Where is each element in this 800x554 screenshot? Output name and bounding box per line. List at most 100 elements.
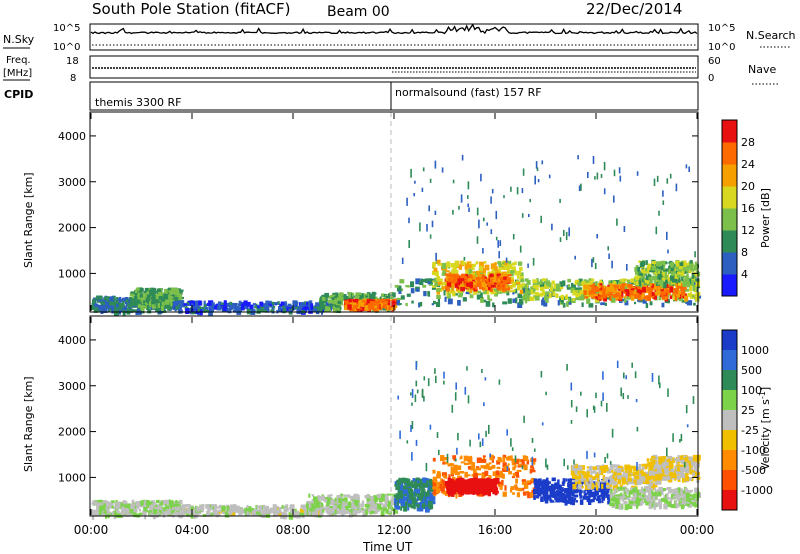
nsky-tick-bottom: 10^0 [53, 42, 80, 53]
heatmap-cell [546, 486, 552, 492]
heatmap-cell [431, 287, 436, 290]
heatmap-cell [154, 290, 157, 293]
heatmap-cell [202, 309, 207, 313]
heatmap-cell [594, 283, 598, 287]
heatmap-cell [594, 490, 598, 493]
heatmap-cell [539, 286, 545, 292]
heatmap-cell [635, 281, 640, 285]
heatmap-cell [176, 289, 180, 296]
heatmap-cell [640, 261, 646, 266]
heatmap-cell [522, 168, 525, 176]
heatmap-cell [633, 277, 637, 282]
heatmap-cell [161, 305, 165, 311]
heatmap-cell [684, 295, 689, 302]
nsky-tick-top: 10^5 [53, 23, 80, 34]
heatmap-cell [377, 299, 380, 303]
heatmap-cell [144, 297, 149, 302]
heatmap-cell [679, 262, 684, 267]
heatmap-cell [665, 284, 670, 287]
heatmap-cell [535, 291, 539, 296]
heatmap-cell [445, 270, 450, 273]
heatmap-cell [229, 505, 234, 512]
heatmap-cell [289, 505, 294, 508]
heatmap-cell [682, 296, 686, 299]
heatmap-cell [214, 504, 217, 511]
heatmap-cell [533, 289, 536, 293]
heatmap-cell [476, 290, 482, 294]
heatmap-cell [467, 280, 472, 283]
heatmap-cell [454, 269, 459, 274]
heatmap-cell [99, 305, 104, 311]
heatmap-cell [375, 302, 379, 305]
heatmap-cell [392, 496, 396, 500]
heatmap-cell [533, 492, 537, 495]
heatmap-cell [109, 308, 113, 311]
heatmap-cell [533, 495, 536, 500]
heatmap-cell [600, 285, 604, 292]
heatmap-cell [359, 507, 362, 513]
y-tick-label: 4000 [58, 130, 86, 143]
heatmap-cell [651, 266, 656, 271]
heatmap-cell [556, 490, 561, 494]
heatmap-cell [653, 178, 656, 186]
heatmap-cell [432, 457, 436, 462]
heatmap-cell [137, 297, 141, 300]
heatmap-cell [154, 512, 159, 518]
heatmap-cell [529, 492, 534, 498]
heatmap-cell [608, 497, 612, 502]
heatmap-cell [460, 461, 465, 464]
heatmap-cell [523, 483, 529, 489]
heatmap-cell [407, 499, 412, 504]
heatmap-cell [392, 493, 395, 499]
heatmap-cell [170, 510, 175, 516]
heatmap-cell [467, 466, 471, 470]
heatmap-cell [516, 492, 520, 498]
heatmap-cell [612, 294, 615, 298]
heatmap-cell [484, 264, 490, 271]
heatmap-cell [175, 510, 180, 516]
heatmap-cell [560, 286, 564, 290]
heatmap-cell [677, 269, 682, 273]
heatmap-cell [155, 305, 160, 312]
heatmap-cell [320, 307, 323, 313]
heatmap-cell [113, 301, 119, 304]
heatmap-cell [95, 306, 98, 313]
heatmap-cell [167, 499, 171, 505]
heatmap-cell [366, 504, 371, 509]
heatmap-cell [673, 292, 679, 296]
heatmap-cell [547, 495, 552, 500]
heatmap-cell [580, 289, 584, 295]
heatmap-cell [338, 306, 342, 310]
heatmap-cell [601, 497, 605, 501]
heatmap-cell [185, 308, 190, 314]
heatmap-cell [681, 282, 684, 289]
heatmap-cell [271, 304, 274, 309]
heatmap-cell [579, 495, 583, 499]
heatmap-cell [503, 289, 508, 294]
heatmap-cell [526, 480, 531, 483]
heatmap-cell [261, 512, 266, 518]
heatmap-cell [587, 483, 591, 487]
heatmap-cell [264, 308, 270, 313]
heatmap-cell [623, 291, 628, 294]
heatmap-cell [188, 308, 193, 314]
heatmap-cell [106, 508, 110, 514]
heatmap-cell [622, 283, 626, 286]
heatmap-cell [532, 279, 538, 284]
heatmap-cell [530, 478, 533, 482]
heatmap-cell [451, 491, 454, 497]
heatmap-cell [245, 508, 250, 513]
heatmap-cell [441, 479, 445, 484]
heatmap-cell [661, 281, 664, 288]
heatmap-cell [462, 284, 468, 288]
heatmap-cell [648, 267, 654, 272]
heatmap-cell [637, 266, 641, 272]
heatmap-cell [521, 479, 526, 482]
heatmap-cell [460, 194, 463, 203]
heatmap-cell [631, 295, 635, 301]
heatmap-cell [151, 502, 157, 506]
heatmap-cell [605, 287, 611, 292]
heatmap-cell [455, 283, 459, 288]
heatmap-cell [113, 510, 117, 514]
heatmap-cell [374, 511, 378, 514]
